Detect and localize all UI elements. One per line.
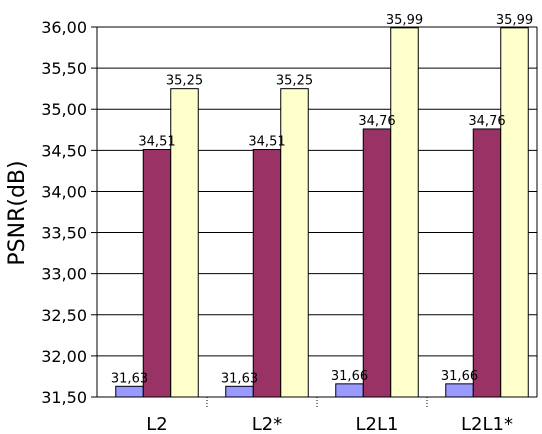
data-label: 35,25 <box>166 74 203 89</box>
data-label: 31,66 <box>441 369 478 384</box>
data-label: 34,76 <box>358 114 395 129</box>
data-labels: 31,63 34,51 35,25 31,63 34,51 35,25 31,66 34,76… <box>111 13 533 386</box>
y-tick-labels: 31,50 32,00 32,50 33,00 33,50 34,00 34,50 35,00… <box>41 18 87 407</box>
bar <box>362 128 392 398</box>
data-label: 31,66 <box>331 369 368 384</box>
y-tick-label: 35,00 <box>41 100 87 119</box>
data-label: 35,99 <box>496 13 533 28</box>
y-tick-label: 31,50 <box>41 388 87 407</box>
bars <box>115 27 529 398</box>
data-label: 35,99 <box>386 13 423 28</box>
bar <box>335 383 364 398</box>
x-category-label: L2 <box>146 414 167 434</box>
x-category-label: L2L1 <box>356 414 399 434</box>
bar <box>142 149 172 398</box>
bar <box>225 385 254 398</box>
data-label: 34,76 <box>468 114 505 129</box>
bar <box>252 149 282 398</box>
data-label: 31,63 <box>111 371 148 386</box>
x-category-label: L2L1* <box>461 414 513 434</box>
bar <box>390 27 419 398</box>
x-category-labels: L2 L2* L2L1 L2L1* <box>146 414 513 434</box>
y-tick-label: 33,50 <box>41 224 87 243</box>
y-tick-label: 34,50 <box>41 141 87 160</box>
data-label: 34,51 <box>138 135 175 150</box>
y-tick-label: 34,00 <box>41 182 87 201</box>
y-tick-label: 36,00 <box>41 18 87 37</box>
x-category-label: L2* <box>252 414 282 434</box>
y-tick-label: 35,50 <box>41 59 87 78</box>
data-label: 31,63 <box>221 371 258 386</box>
bar <box>445 383 474 398</box>
data-label: 35,25 <box>276 74 313 89</box>
y-tick-label: 32,50 <box>41 306 87 325</box>
axes <box>91 26 538 407</box>
bar <box>500 27 529 398</box>
y-tick-label: 33,00 <box>41 265 87 284</box>
bar <box>115 385 144 398</box>
data-label: 34,51 <box>248 135 285 150</box>
y-axis-title: PSNR(dB) <box>5 160 30 265</box>
y-tick-label: 32,00 <box>41 347 87 366</box>
bar <box>472 128 502 398</box>
